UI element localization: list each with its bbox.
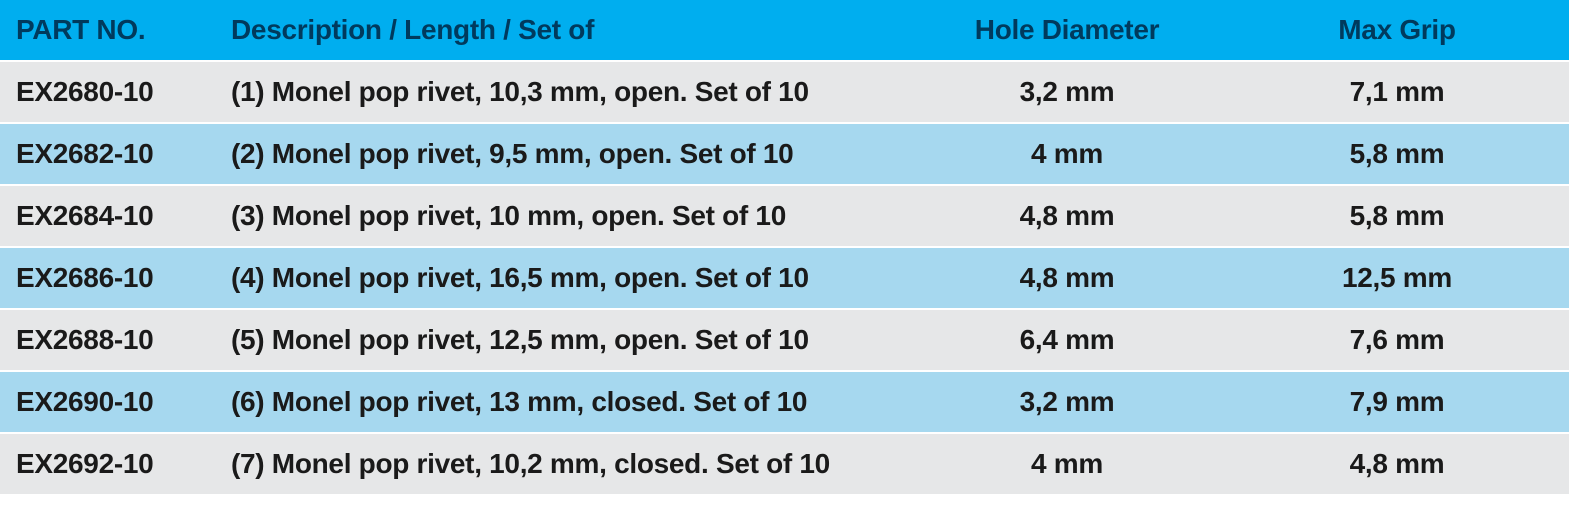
table-row: EX2682-10(2) Monel pop rivet, 9,5 mm, op… [0,123,1569,185]
cell-max-grip: 12,5 mm [1229,247,1569,309]
table-row: EX2684-10(3) Monel pop rivet, 10 mm, ope… [0,185,1569,247]
cell-description: (2) Monel pop rivet, 9,5 mm, open. Set o… [215,123,909,185]
table-row: EX2680-10(1) Monel pop rivet, 10,3 mm, o… [0,61,1569,123]
cell-part-no: EX2680-10 [0,61,215,123]
cell-part-no: EX2684-10 [0,185,215,247]
table-row: EX2688-10(5) Monel pop rivet, 12,5 mm, o… [0,309,1569,371]
column-header-part-no: PART NO. [0,0,215,61]
cell-hole-diameter: 4,8 mm [909,247,1229,309]
cell-description: (4) Monel pop rivet, 16,5 mm, open. Set … [215,247,909,309]
cell-description: (5) Monel pop rivet, 12,5 mm, open. Set … [215,309,909,371]
table-row: EX2686-10(4) Monel pop rivet, 16,5 mm, o… [0,247,1569,309]
cell-hole-diameter: 6,4 mm [909,309,1229,371]
cell-hole-diameter: 3,2 mm [909,371,1229,433]
cell-part-no: EX2690-10 [0,371,215,433]
cell-max-grip: 5,8 mm [1229,123,1569,185]
parts-table: PART NO.Description / Length / Set ofHol… [0,0,1569,496]
cell-part-no: EX2686-10 [0,247,215,309]
cell-hole-diameter: 4 mm [909,123,1229,185]
cell-description: (1) Monel pop rivet, 10,3 mm, open. Set … [215,61,909,123]
column-header-description: Description / Length / Set of [215,0,909,61]
cell-part-no: EX2688-10 [0,309,215,371]
cell-part-no: EX2692-10 [0,433,215,495]
table-header: PART NO.Description / Length / Set ofHol… [0,0,1569,61]
cell-max-grip: 7,6 mm [1229,309,1569,371]
cell-hole-diameter: 4,8 mm [909,185,1229,247]
column-header-max-grip: Max Grip [1229,0,1569,61]
cell-description: (7) Monel pop rivet, 10,2 mm, closed. Se… [215,433,909,495]
table-row: EX2690-10(6) Monel pop rivet, 13 mm, clo… [0,371,1569,433]
table-header-row: PART NO.Description / Length / Set ofHol… [0,0,1569,61]
table-body: EX2680-10(1) Monel pop rivet, 10,3 mm, o… [0,61,1569,495]
cell-max-grip: 5,8 mm [1229,185,1569,247]
cell-description: (3) Monel pop rivet, 10 mm, open. Set of… [215,185,909,247]
cell-hole-diameter: 4 mm [909,433,1229,495]
cell-max-grip: 4,8 mm [1229,433,1569,495]
cell-description: (6) Monel pop rivet, 13 mm, closed. Set … [215,371,909,433]
column-header-hole-diameter: Hole Diameter [909,0,1229,61]
cell-hole-diameter: 3,2 mm [909,61,1229,123]
cell-max-grip: 7,9 mm [1229,371,1569,433]
cell-part-no: EX2682-10 [0,123,215,185]
table-row: EX2692-10(7) Monel pop rivet, 10,2 mm, c… [0,433,1569,495]
cell-max-grip: 7,1 mm [1229,61,1569,123]
